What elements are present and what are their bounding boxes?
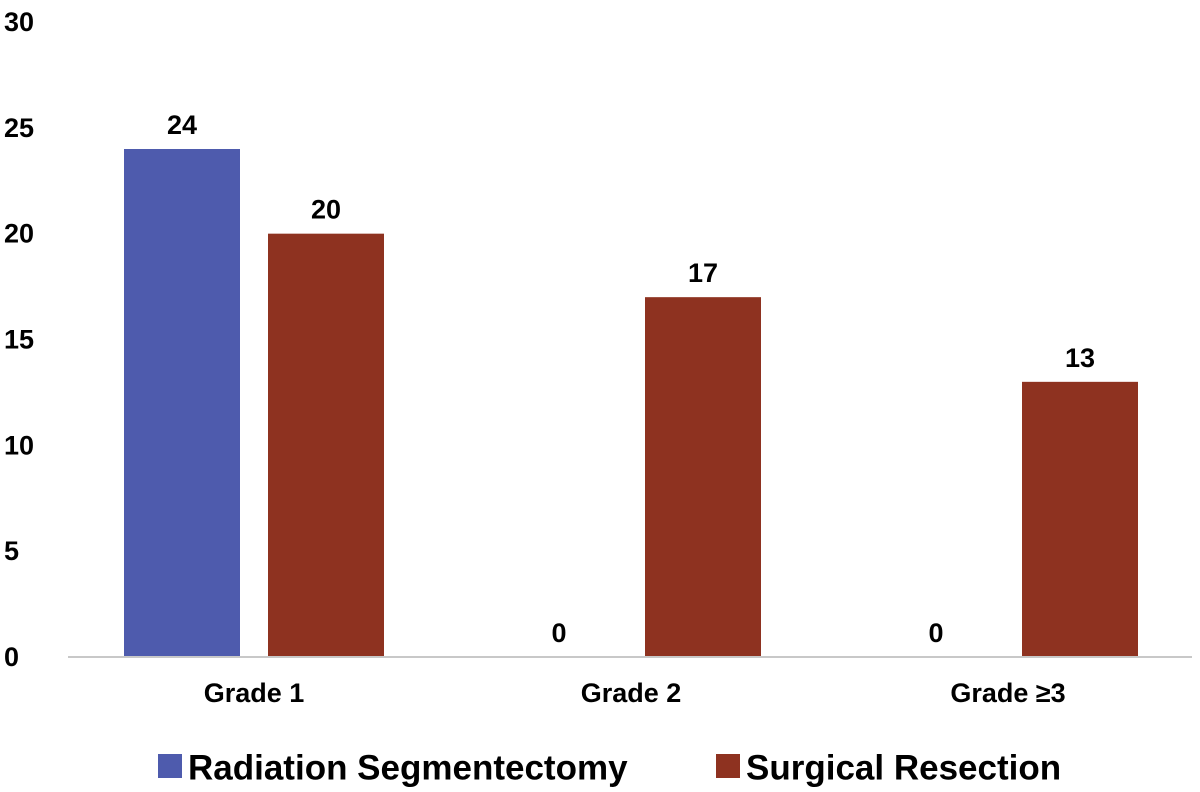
data-label: 17 [688, 258, 718, 288]
category-label: Grade ≥3 [950, 678, 1065, 708]
bars-layer [124, 149, 1138, 657]
y-tick-label: 0 [4, 642, 19, 672]
y-tick-label: 10 [4, 430, 34, 460]
category-label: Grade 2 [581, 678, 682, 708]
category-label: Grade 1 [204, 678, 305, 708]
bar-surgical-2 [645, 297, 761, 657]
bar-surgical-3 [1022, 381, 1138, 657]
y-tick-label: 25 [4, 113, 34, 143]
data-labels-layer: 24 20 0 17 0 13 [167, 110, 1095, 648]
legend-swatch [716, 754, 740, 778]
y-axis-ticks: 0 5 10 15 20 25 30 [4, 7, 34, 672]
legend: Radiation Segmentectomy Surgical Resectio… [158, 749, 1061, 788]
y-tick-label: 20 [4, 219, 34, 249]
y-tick-label: 30 [4, 7, 34, 37]
data-label: 24 [167, 110, 197, 140]
data-label: 13 [1065, 343, 1095, 373]
data-label: 0 [551, 618, 566, 648]
y-tick-label: 5 [4, 536, 19, 566]
bar-radiation-1 [124, 149, 240, 657]
x-axis-categories: Grade 1 Grade 2 Grade ≥3 [204, 678, 1066, 708]
data-label: 0 [928, 618, 943, 648]
legend-swatch [158, 754, 182, 778]
legend-label: Surgical Resection [746, 749, 1061, 788]
legend-label: Radiation Segmentectomy [188, 749, 628, 788]
bar-surgical-1 [268, 233, 384, 657]
data-label: 20 [311, 195, 341, 225]
y-tick-label: 15 [4, 325, 34, 355]
